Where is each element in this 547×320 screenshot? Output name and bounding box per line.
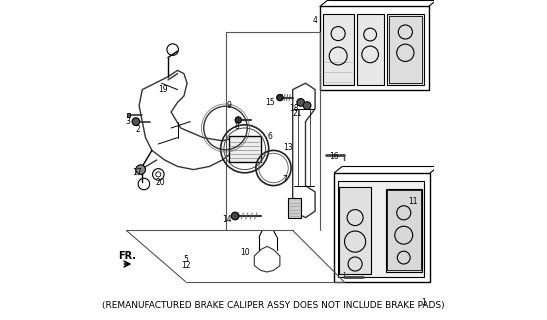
Text: 14: 14	[222, 215, 232, 224]
Text: 17: 17	[133, 168, 142, 177]
Text: 12: 12	[181, 261, 190, 270]
Bar	[323, 14, 353, 85]
Bar	[386, 189, 422, 272]
Text: (REMANUFACTURED BRAKE CALIPER ASSY DOES NOT INCLUDE BRAKE PADS): (REMANUFACTURED BRAKE CALIPER ASSY DOES …	[102, 301, 445, 310]
Circle shape	[132, 118, 139, 125]
Bar	[127, 113, 131, 117]
Text: 16: 16	[329, 152, 339, 161]
Text: 4: 4	[313, 16, 318, 25]
Text: 3: 3	[125, 117, 130, 126]
Text: FR.: FR.	[118, 251, 136, 261]
Text: 2: 2	[135, 125, 140, 134]
Text: 6: 6	[268, 132, 273, 140]
Text: 19: 19	[158, 85, 168, 94]
Circle shape	[136, 165, 146, 174]
Text: 9: 9	[226, 101, 231, 110]
Circle shape	[231, 212, 239, 220]
Bar	[339, 187, 371, 274]
Text: 11: 11	[408, 197, 417, 206]
Circle shape	[277, 94, 283, 101]
Bar	[357, 14, 384, 85]
Text: 7: 7	[282, 175, 287, 184]
Bar	[389, 16, 422, 83]
Bar	[320, 6, 429, 90]
Text: 5: 5	[183, 255, 188, 264]
Circle shape	[297, 99, 305, 106]
Text: 8: 8	[234, 122, 239, 131]
Text: 20: 20	[155, 178, 165, 187]
Text: 21: 21	[293, 109, 302, 118]
Text: 1: 1	[422, 298, 426, 307]
Text: 10: 10	[240, 248, 249, 257]
Bar	[387, 14, 424, 85]
Text: 15: 15	[265, 98, 275, 107]
Circle shape	[303, 102, 311, 109]
Bar	[135, 120, 137, 123]
Text: 18: 18	[289, 104, 299, 113]
Text: 13: 13	[283, 143, 293, 152]
Bar	[229, 136, 261, 162]
Bar	[387, 190, 421, 270]
Bar	[337, 181, 424, 277]
Circle shape	[235, 117, 241, 123]
Bar	[334, 173, 430, 282]
Bar	[288, 198, 301, 218]
